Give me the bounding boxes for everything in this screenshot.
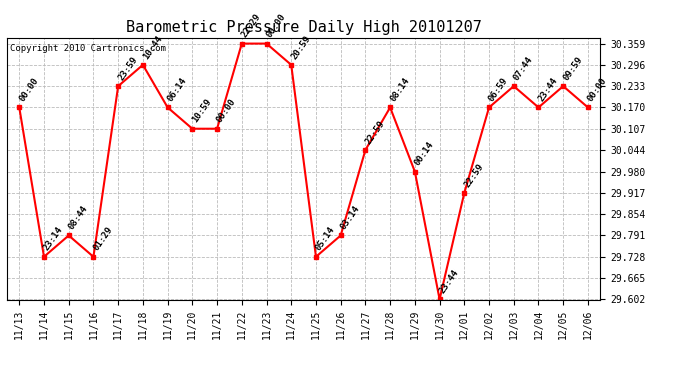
Text: 05:14: 05:14 xyxy=(314,225,337,253)
Text: 22:59: 22:59 xyxy=(364,118,386,146)
Text: Copyright 2010 Cartronics.com: Copyright 2010 Cartronics.com xyxy=(10,44,166,53)
Text: 00:00: 00:00 xyxy=(17,76,40,103)
Text: 00:00: 00:00 xyxy=(265,12,288,39)
Text: 06:59: 06:59 xyxy=(487,76,510,103)
Text: 03:14: 03:14 xyxy=(339,204,362,231)
Text: 10:44: 10:44 xyxy=(141,33,164,61)
Text: 23:44: 23:44 xyxy=(437,268,460,295)
Title: Barometric Pressure Daily High 20101207: Barometric Pressure Daily High 20101207 xyxy=(126,20,482,35)
Text: 01:29: 01:29 xyxy=(92,225,115,253)
Text: 00:14: 00:14 xyxy=(413,140,436,168)
Text: 22:29: 22:29 xyxy=(240,12,263,39)
Text: 20:59: 20:59 xyxy=(289,33,312,61)
Text: 10:59: 10:59 xyxy=(190,98,213,124)
Text: 07:44: 07:44 xyxy=(512,55,535,82)
Text: 00:00: 00:00 xyxy=(215,98,238,124)
Text: 09:59: 09:59 xyxy=(562,55,584,82)
Text: 06:14: 06:14 xyxy=(166,76,188,103)
Text: 23:59: 23:59 xyxy=(117,55,139,82)
Text: 23:14: 23:14 xyxy=(42,225,65,253)
Text: 08:44: 08:44 xyxy=(67,204,90,231)
Text: 00:00: 00:00 xyxy=(586,76,609,103)
Text: 08:14: 08:14 xyxy=(388,76,411,103)
Text: 22:59: 22:59 xyxy=(462,162,485,189)
Text: 23:44: 23:44 xyxy=(537,76,560,103)
